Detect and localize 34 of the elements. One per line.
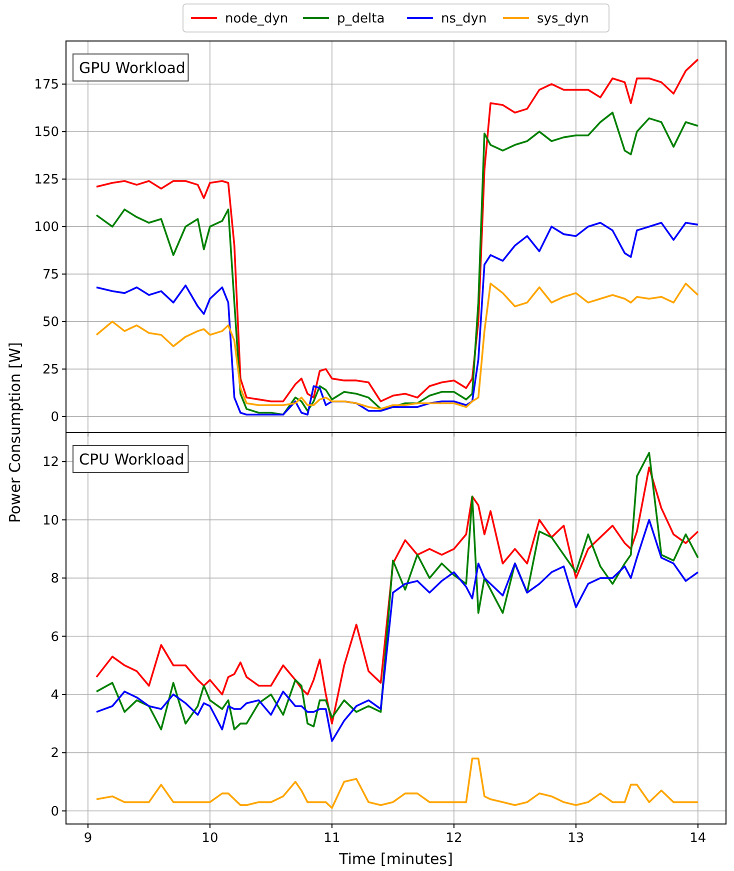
y-tick-label: 10 (42, 513, 59, 528)
legend-label: sys_dyn (537, 12, 589, 27)
x-tick-label: 14 (690, 831, 706, 846)
y-tick-label: 6 (50, 630, 59, 645)
y-tick-label: 100 (34, 220, 59, 236)
y-tick-label: 0 (50, 410, 59, 426)
legend-label: p_delta (337, 12, 385, 27)
x-tick-label: 13 (568, 831, 584, 846)
y-tick-label: 2 (50, 746, 59, 762)
y-tick-label: 12 (42, 455, 59, 470)
y-tick-label: 175 (34, 78, 59, 93)
line-series (96, 112, 699, 416)
y-tick-label: 150 (34, 125, 59, 140)
x-tick-label: 11 (324, 831, 340, 846)
y-tick-label: 75 (42, 268, 59, 283)
y-tick-label: 50 (42, 315, 59, 330)
legend-label: node_dyn (225, 12, 288, 27)
text: CPU Workload (79, 450, 184, 468)
y-axis-title: Power Consumption [W] (6, 342, 24, 523)
x-tick-label: 10 (202, 831, 218, 846)
y-tick-label: 4 (50, 688, 59, 704)
line-series (96, 758, 699, 809)
line-series (96, 282, 699, 410)
y-tick-label: 8 (50, 572, 59, 587)
legend-label: ns_dyn (441, 12, 487, 27)
x-axis-title: Time [minutes] (338, 850, 453, 868)
y-tick-label: 25 (42, 362, 59, 378)
y-tick-label: 125 (34, 172, 59, 188)
text: GPU Workload (79, 59, 186, 77)
line-series (96, 222, 699, 416)
y-tick-label: 0 (50, 804, 59, 820)
x-tick-label: 9 (84, 831, 92, 846)
line-series (96, 518, 699, 742)
x-tick-label: 12 (446, 831, 462, 846)
